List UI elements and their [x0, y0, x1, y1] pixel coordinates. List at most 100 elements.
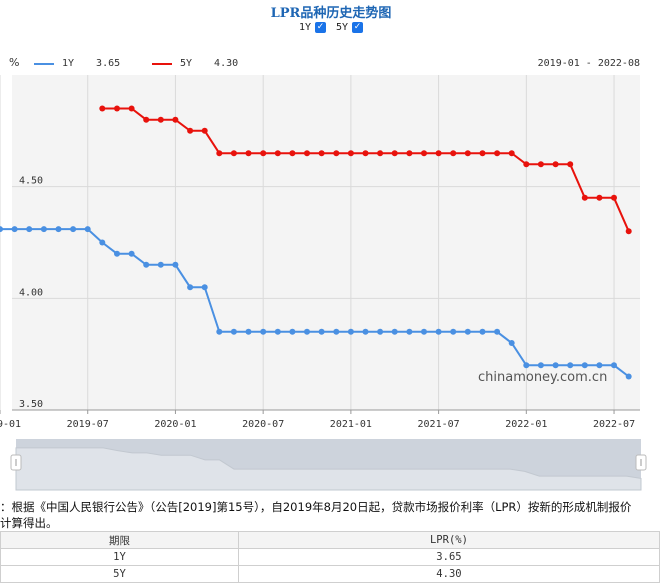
data-point-5y — [201, 127, 208, 134]
data-point-5y — [523, 161, 530, 168]
data-point-5y — [230, 150, 237, 157]
lpr-table: 期限 LPR(%) 1Y 3.65 5Y 4.30 — [0, 531, 661, 583]
data-point-5y — [377, 150, 384, 157]
data-point-1y — [391, 328, 398, 335]
data-point-1y — [581, 362, 588, 369]
data-point-5y — [260, 150, 267, 157]
data-point-1y — [26, 226, 33, 233]
data-point-1y — [304, 328, 310, 335]
navigator-handle-left[interactable] — [10, 454, 22, 471]
data-point-1y — [201, 284, 208, 291]
x-tick-label: 2020-07 — [242, 419, 284, 430]
legend-item-5y[interactable]: 5Y 4.30 — [152, 58, 238, 69]
footnote-line-1: ：根据《中国人民银行公告》（公告[2019]第15号），自2019年8月20日起… — [0, 500, 632, 514]
data-point-1y — [494, 328, 501, 335]
x-tick-label: 2019-01 — [0, 419, 21, 430]
data-point-1y — [552, 362, 559, 369]
data-point-1y — [377, 328, 384, 335]
data-point-1y — [0, 226, 3, 233]
legend-name-5y: 5Y — [180, 58, 193, 69]
toggle-5y[interactable]: 5Y ✓ — [336, 22, 364, 33]
table-cell-term: 5Y — [0, 565, 239, 583]
legend-value-5y: 4.30 — [214, 58, 239, 69]
data-point-1y — [260, 328, 267, 335]
table-cell-lpr: 3.65 — [237, 548, 661, 566]
data-point-1y — [70, 226, 77, 233]
checkbox-checked-icon[interactable]: ✓ — [352, 22, 364, 33]
data-point-5y — [479, 150, 486, 157]
data-point-5y — [304, 150, 310, 157]
navigator-area — [15, 447, 642, 491]
data-point-5y — [567, 161, 574, 168]
data-point-1y — [362, 328, 369, 335]
data-point-5y — [289, 150, 296, 157]
data-point-5y — [508, 150, 515, 157]
toggle-1y[interactable]: 1Y ✓ — [299, 22, 326, 33]
data-point-5y — [611, 194, 617, 201]
x-tick-label: 2022-01 — [505, 419, 547, 430]
table-cell-term: 1Y — [0, 548, 239, 566]
data-point-5y — [450, 150, 457, 157]
data-point-5y — [157, 116, 164, 123]
legend-line-1y — [34, 62, 54, 65]
data-point-1y — [333, 328, 340, 335]
data-point-5y — [596, 194, 603, 201]
data-point-1y — [230, 328, 237, 335]
x-tick-label: 2022-07 — [593, 419, 635, 430]
plot-area — [12, 75, 640, 410]
data-point-5y — [333, 150, 340, 157]
y-tick-label: 3.50 — [19, 399, 43, 410]
data-point-5y — [391, 150, 398, 157]
data-point-5y — [143, 116, 150, 123]
data-point-1y — [114, 250, 120, 257]
data-point-1y — [40, 226, 47, 233]
toggle-1y-label: 1Y — [298, 22, 311, 33]
data-point-5y — [421, 150, 427, 157]
x-tick-label: 2019-07 — [67, 419, 109, 430]
data-point-1y — [435, 328, 442, 335]
footnote: ：根据《中国人民银行公告》（公告[2019]第15号），自2019年8月20日起… — [0, 499, 662, 531]
data-point-1y — [537, 362, 544, 369]
data-point-1y — [289, 328, 296, 335]
y-tick-label: 4.50 — [19, 176, 43, 187]
data-point-1y — [567, 362, 574, 369]
data-point-1y — [596, 362, 603, 369]
navigator-handle-right[interactable] — [635, 454, 647, 471]
table-header-row: 期限 LPR(%) — [0, 531, 661, 549]
checkbox-checked-icon[interactable]: ✓ — [314, 22, 326, 33]
lpr-line-chart: 3.50 4.00 4.50 2019-01 2019-07 2020-01 2020-07… — [0, 75, 647, 491]
table-row: 5Y 4.30 — [0, 565, 661, 583]
legend-value-1y: 3.65 — [96, 58, 121, 69]
data-point-1y — [99, 239, 106, 246]
data-point-5y — [625, 228, 632, 235]
data-point-5y — [347, 150, 354, 157]
legend-item-1y[interactable]: 1Y 3.65 — [34, 58, 120, 69]
data-point-5y — [552, 161, 559, 168]
table-header-term: 期限 — [0, 531, 239, 549]
data-point-1y — [274, 328, 281, 335]
data-point-1y — [464, 328, 471, 335]
x-tick-label: 2020-01 — [154, 419, 196, 430]
data-point-1y — [128, 250, 135, 257]
data-point-5y — [537, 161, 544, 168]
footnote-line-2: 计算得出。 — [0, 516, 58, 530]
data-point-1y — [450, 328, 457, 335]
data-point-1y — [611, 362, 617, 369]
data-point-1y — [245, 328, 252, 335]
data-point-1y — [143, 261, 150, 268]
data-point-5y — [362, 150, 369, 157]
data-point-1y — [421, 328, 427, 335]
data-point-5y — [581, 194, 588, 201]
data-point-5y — [114, 105, 120, 112]
data-point-1y — [347, 328, 354, 335]
data-point-1y — [172, 261, 179, 268]
data-point-1y — [216, 328, 223, 335]
data-point-5y — [187, 127, 194, 134]
legend-name-1y: 1Y — [62, 58, 75, 69]
data-point-1y — [625, 373, 632, 380]
x-tick-label: 2021-01 — [330, 419, 372, 430]
data-point-5y — [99, 105, 106, 112]
data-point-1y — [84, 226, 91, 233]
x-tick-label: 2021-07 — [418, 419, 460, 430]
data-point-1y — [157, 261, 164, 268]
